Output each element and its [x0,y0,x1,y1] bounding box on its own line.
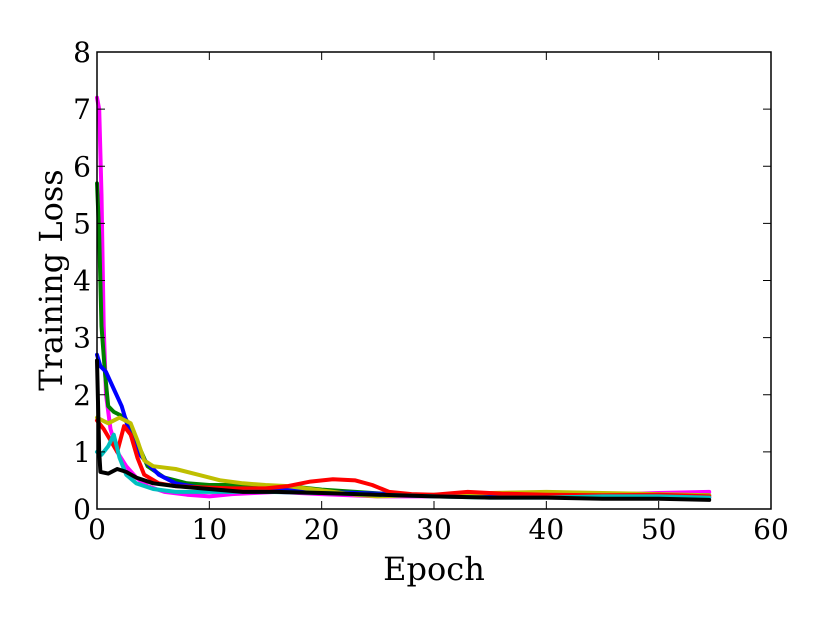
axis-tick-labels: 0 10 20 30 40 50 60 0 1 2 3 4 5 6 7 8 [73,36,789,546]
series-lines [95,95,712,502]
x-tick-label-6: 60 [753,513,789,546]
axis-ticks [96,51,772,510]
series-line-4 [95,418,712,499]
x-tick-label-4: 40 [529,513,565,546]
x-tick-label-1: 10 [192,513,228,546]
x-tick-label-5: 50 [641,513,677,546]
y-axis-title: Training Loss [32,169,70,390]
y-tick-label-5: 5 [73,207,91,240]
y-tick-label-4: 4 [73,265,91,298]
y-tick-label-6: 6 [73,150,91,183]
series-line-6 [95,358,712,502]
x-axis-title: Epoch [383,550,485,588]
y-tick-label-0: 0 [73,493,91,526]
plot-area-frame [96,51,772,510]
x-tick-label-0: 0 [88,513,106,546]
series-line-2 [95,352,712,500]
x-tick-label-2: 20 [304,513,340,546]
y-tick-label-1: 1 [73,436,91,469]
x-tick-label-3: 30 [416,513,452,546]
y-tick-label-2: 2 [73,379,91,412]
series-line-0 [95,95,712,499]
y-tick-label-8: 8 [73,36,91,69]
series-line-1 [95,181,712,499]
y-tick-label-3: 3 [73,322,91,355]
y-tick-label-7: 7 [73,93,91,126]
